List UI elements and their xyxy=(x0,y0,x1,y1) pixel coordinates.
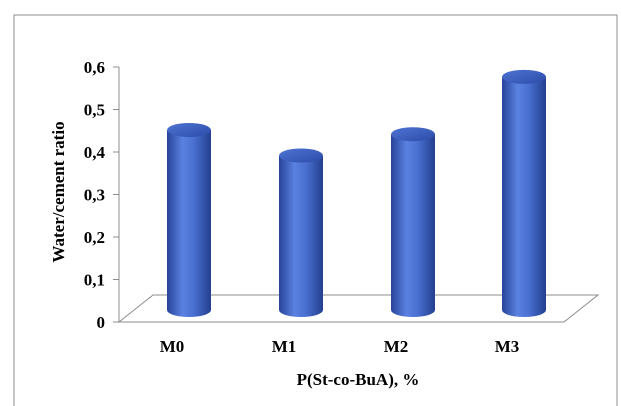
bar-body xyxy=(279,155,323,317)
y-tick-label: 0,2 xyxy=(84,228,105,247)
y-tick-label: 0,6 xyxy=(84,58,105,77)
y-tick-label: 0,5 xyxy=(84,101,105,120)
bar-top xyxy=(391,127,435,142)
x-axis: M0 M1 M2 M3 xyxy=(160,337,520,356)
x-tick-label: M1 xyxy=(272,337,297,356)
bar-M2 xyxy=(391,127,435,317)
bar-top xyxy=(167,123,211,137)
x-tick-label: M0 xyxy=(160,337,185,356)
bars xyxy=(167,69,546,317)
floor-plane xyxy=(117,294,600,323)
y-tick-label: 0 xyxy=(97,313,106,332)
y-tick-label: 0,3 xyxy=(84,186,105,205)
bar-body xyxy=(391,134,435,317)
x-tick-label: M2 xyxy=(384,337,409,356)
y-tick-label: 0,4 xyxy=(84,143,106,162)
bar-body xyxy=(167,130,211,317)
bar-M1 xyxy=(279,148,323,317)
y-axis-title: Water/cement ratio xyxy=(49,121,68,262)
bar-M3 xyxy=(502,69,546,317)
x-axis-title: P(St-co-BuA), % xyxy=(297,370,420,389)
bar-top xyxy=(502,69,546,84)
floor-outline xyxy=(117,294,600,323)
bar-top xyxy=(279,148,323,163)
y-axis: 0 0,1 0,2 0,3 0,4 0,5 0,6 xyxy=(84,58,120,332)
bar-M0 xyxy=(167,123,211,317)
x-tick-label: M3 xyxy=(495,337,520,356)
bar-body xyxy=(502,76,546,317)
y-tick-label: 0,1 xyxy=(84,271,105,290)
